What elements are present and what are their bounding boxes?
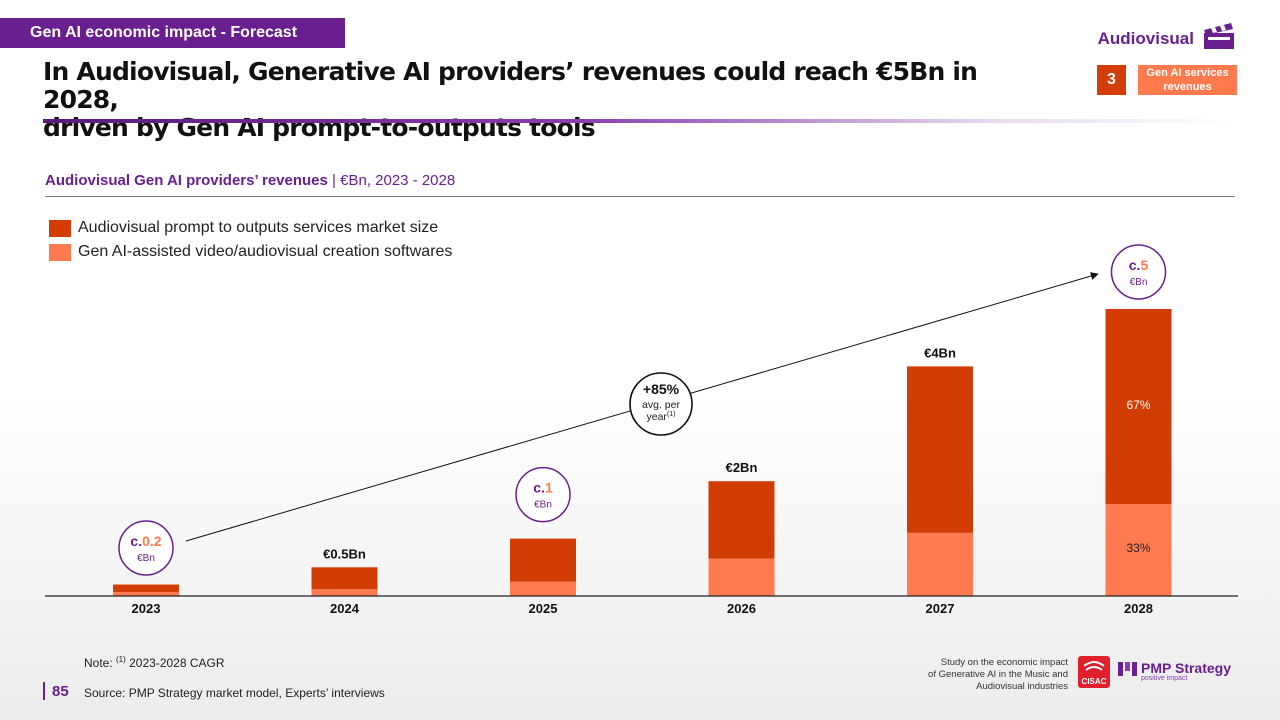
- data-label-share-software-2028: 33%: [1126, 541, 1150, 555]
- bubble-unit-2025: €Bn: [534, 500, 552, 511]
- chart-title: Audiovisual Gen AI providers’ revenues |…: [45, 172, 455, 189]
- cisac-logo: CISAC: [1078, 656, 1110, 688]
- value-bubble-2028: [1110, 244, 1167, 300]
- step-label-line-1: Gen AI services: [1146, 67, 1229, 79]
- title-line-2: driven by Gen AI prompt-to-outputs tools: [43, 113, 596, 142]
- study-caption: Study on the economic impact of Generati…: [905, 657, 1068, 693]
- legend-item-prompt-services: Audiovisual prompt to outputs services m…: [49, 216, 452, 240]
- bar-segment-light-2026: [708, 558, 775, 596]
- x-tick-label-2026: 2026: [727, 601, 756, 616]
- chart-title-main: Audiovisual Gen AI providers’ revenues: [45, 172, 328, 189]
- study-line-2: of Generative AI in the Music and: [928, 669, 1068, 680]
- section-header-tag: Gen AI economic impact - Forecast: [0, 18, 345, 48]
- data-label-total-2024: €0.5Bn: [323, 546, 366, 561]
- bar-segment-dark-2026: [708, 481, 775, 559]
- legend-swatch-light: [49, 243, 71, 261]
- data-label-total-2027: €4Bn: [924, 345, 956, 360]
- legend-item-creation-software: Gen AI-assisted video/audiovisual creati…: [49, 240, 452, 264]
- clapperboard-icon: [1204, 23, 1234, 49]
- note-sup: (1): [116, 655, 126, 664]
- x-tick-label-2024: 2024: [330, 601, 360, 616]
- page-number: 85: [52, 683, 69, 700]
- pmp-logo-name: PMP Strategy: [1141, 660, 1231, 676]
- note-text: 2023-2028 CAGR: [125, 656, 225, 670]
- pmp-logo-tagline: positive impact: [1141, 675, 1188, 682]
- title-line-1: In Audiovisual, Generative AI providers’…: [43, 57, 978, 114]
- x-tick-label-2028: 2028: [1124, 601, 1153, 616]
- data-label-total-2026: €2Bn: [726, 460, 758, 475]
- legend-swatch-dark: [49, 219, 71, 237]
- study-line-3: Audiovisual industries: [976, 681, 1068, 692]
- chart-legend: Audiovisual prompt to outputs services m…: [49, 216, 452, 264]
- bubble-value-2025: c.1: [533, 480, 553, 496]
- note-prefix: Note:: [84, 656, 117, 670]
- title-divider: [43, 119, 1243, 123]
- step-label-badge: Gen AI services revenues: [1138, 65, 1237, 95]
- bar-segment-dark-2027: [907, 366, 973, 533]
- x-tick-label-2025: 2025: [529, 601, 558, 616]
- page-title: In Audiovisual, Generative AI providers’…: [43, 58, 1043, 142]
- bubble-unit-2023: €Bn: [137, 553, 155, 564]
- step-number-badge: 3: [1097, 65, 1126, 95]
- cisac-logo-text: CISAC: [1082, 677, 1107, 686]
- bar-segment-light-2024: [311, 589, 378, 596]
- cagr-bubble: [629, 372, 693, 436]
- cagr-value: +85%: [643, 381, 680, 397]
- bar-segment-light-2027: [907, 532, 973, 596]
- legend-label-prompt-services: Audiovisual prompt to outputs services m…: [78, 219, 439, 236]
- footnote: Note: (1) 2023-2028 CAGR: [84, 655, 225, 670]
- legend-label-creation-software: Gen AI-assisted video/audiovisual creati…: [78, 243, 453, 260]
- section-label: Audiovisual: [1097, 29, 1194, 48]
- page-number-bar: [43, 682, 45, 700]
- bubble-value-2028: c.5: [1129, 257, 1149, 273]
- step-label-line-2: revenues: [1163, 81, 1212, 93]
- cagr-label-line-2: year(1): [647, 411, 676, 423]
- value-bubble-2023: [118, 520, 174, 576]
- bubble-unit-2028: €Bn: [1130, 277, 1148, 288]
- data-label-share-prompt-2028: 67%: [1126, 398, 1150, 412]
- study-line-1: Study on the economic impact: [940, 657, 1068, 668]
- source-note: Source: PMP Strategy market model, Exper…: [84, 686, 385, 700]
- bar-segment-light-2023: [113, 591, 179, 596]
- chart-title-unit: | €Bn, 2023 - 2028: [327, 172, 456, 189]
- bar-segment-light-2025: [510, 581, 576, 596]
- chart-title-divider: [45, 196, 1235, 197]
- bar-segment-light-2028: [1105, 504, 1172, 596]
- bar-segment-dark-2023: [113, 584, 179, 592]
- bar-segment-dark-2025: [510, 538, 576, 582]
- value-bubble-2025: [515, 466, 571, 523]
- pmp-logo-icon: [1118, 662, 1137, 676]
- x-tick-label-2027: 2027: [926, 601, 955, 616]
- bubble-value-2023: c.0.2: [130, 533, 161, 549]
- x-tick-label-2023: 2023: [132, 601, 161, 616]
- bar-segment-dark-2028: [1105, 309, 1172, 505]
- bar-segment-dark-2024: [311, 567, 378, 590]
- cagr-label-line-1: avg. per: [642, 399, 680, 411]
